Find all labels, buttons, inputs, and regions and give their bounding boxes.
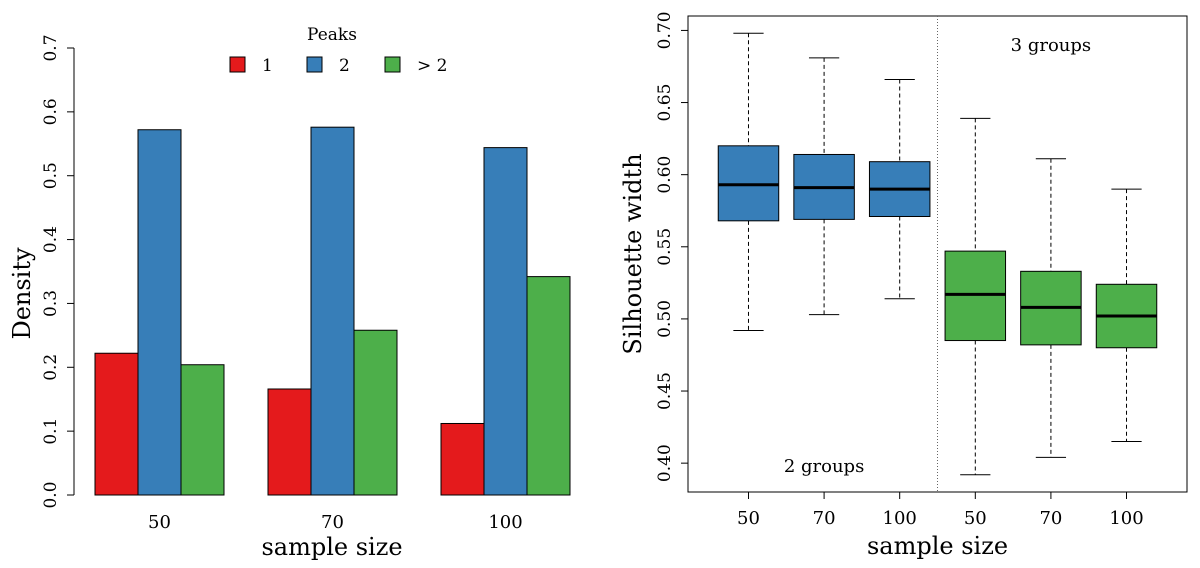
bar-100-series-1 — [483, 147, 528, 496]
box-x-tick-label: 50 — [964, 508, 987, 529]
bar-x-tick-label: 50 — [148, 512, 171, 533]
bar-70-series-0 — [267, 388, 312, 496]
bar-50-series-0 — [94, 352, 139, 496]
box-y-tick-label: 0.70 — [655, 11, 675, 49]
bar-70-series-2 — [353, 329, 398, 496]
bar-x-axis-label: sample size — [261, 533, 402, 561]
box-y-tick-label: 0.40 — [655, 444, 675, 482]
group-label-3: 3 groups — [1011, 35, 1092, 56]
bar-y-tick-label: 0.2 — [41, 354, 61, 381]
box-y-tick-label: 0.60 — [655, 156, 675, 194]
group-label-2: 2 groups — [784, 456, 865, 477]
bar-y-axis-label: Density — [8, 247, 36, 340]
box-y-tick-label: 0.65 — [655, 84, 675, 122]
legend-label-2: > 2 — [417, 56, 447, 76]
bar-x-tick-label: 70 — [321, 512, 344, 533]
legend-label-1: 2 — [339, 56, 350, 76]
bar-y-tick-label: 0.6 — [41, 98, 61, 125]
bar-50-series-1 — [137, 129, 182, 496]
bar-y-tick-label: 0.4 — [41, 226, 61, 253]
box-y-axis-label: Silhouette width — [619, 153, 647, 354]
box-x-tick-label: 50 — [737, 508, 760, 529]
bar-50-series-2 — [180, 364, 225, 496]
bar-100-series-0 — [440, 422, 485, 496]
box-x-tick-label: 70 — [813, 508, 836, 529]
bar-x-tick-label: 100 — [488, 512, 522, 533]
box-y-tick-label: 0.55 — [655, 228, 675, 266]
bar-y-tick-label: 0.1 — [41, 418, 61, 445]
bar-70-series-1 — [310, 126, 355, 496]
bar-y-tick-label: 0.5 — [41, 162, 61, 189]
box-x-tick-label: 70 — [1039, 508, 1062, 529]
bar-y-tick-label: 0.0 — [41, 481, 61, 508]
legend-label-0: 1 — [262, 56, 273, 76]
box-y-tick-label: 0.50 — [655, 300, 675, 338]
bar-y-tick-label: 0.3 — [41, 290, 61, 317]
legend-swatch-0 — [229, 56, 246, 73]
box-x-tick-label: 100 — [1109, 508, 1143, 529]
legend-title: Peaks — [307, 25, 357, 45]
box-x-tick-label: 100 — [883, 508, 917, 529]
bar-y-tick-label: 0.7 — [41, 34, 61, 61]
legend-swatch-1 — [306, 56, 323, 73]
box-y-tick-label: 0.45 — [655, 372, 675, 410]
box-x-axis-label: sample size — [867, 532, 1008, 560]
bar-100-series-2 — [526, 276, 571, 496]
legend-swatch-2 — [384, 56, 401, 73]
